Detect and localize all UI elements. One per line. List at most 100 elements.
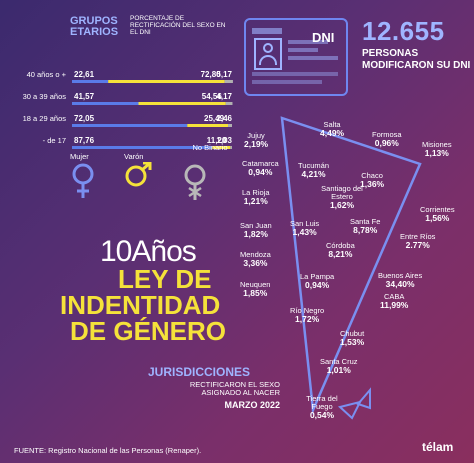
- jurisdiction-name: Chaco: [361, 171, 383, 180]
- bar-data-label: 72,80: [201, 70, 222, 79]
- age-category-label: 30 a 39 años: [23, 92, 67, 101]
- bar-data-label: 87,76: [74, 136, 95, 145]
- bar-segment-no-binario: [224, 80, 233, 83]
- grupos-subtitle: PORCENTAJE DE RECTIFICACIÓN DEL SEXO EN …: [130, 15, 226, 36]
- jurisdiction-name: Santiago del Estero: [321, 184, 363, 201]
- jurisdiction-mendoza: Mendoza 3,36%: [240, 251, 271, 268]
- jurisdiction-formosa: Formosa 0,96%: [372, 131, 402, 148]
- jurisdiction-name: Tierra del Fuego: [306, 394, 338, 411]
- jurisdiction-cordoba: Córdoba 8,21%: [326, 242, 355, 259]
- male-symbol-icon: [125, 162, 152, 187]
- jurisdiction-rio-negro: Río Negro 1,72%: [290, 307, 324, 324]
- hero-line-ley: LEY DE: [118, 264, 212, 294]
- jurisdiction-name: Catamarca: [242, 159, 279, 168]
- jurisdiction-percent: 0,54%: [309, 409, 335, 420]
- jurisdiction-name: Santa Cruz: [320, 357, 358, 366]
- jurisdiction-santa-cruz: Santa Cruz 1,01%: [320, 358, 358, 375]
- jurisdiction-name: Corrientes: [420, 205, 455, 214]
- argentina-triangle-map-icon: [280, 116, 422, 420]
- jurisdiction-percent: 1,53%: [340, 336, 365, 347]
- jurisdiction-name: La Pampa: [300, 272, 335, 281]
- bar-segment-no-binario: [225, 102, 233, 105]
- jurisdiction-caba: CABA 11,99%: [380, 293, 408, 310]
- telam-logo: télam: [422, 440, 454, 454]
- bar-segment-var-n: [138, 102, 226, 105]
- bar-segment-var-n: [108, 80, 225, 83]
- jurisdiction-percent: 0,94%: [305, 279, 330, 290]
- jurisdiction-percent: 1,21%: [243, 195, 268, 206]
- jurisdiction-percent: 0,94%: [248, 166, 273, 177]
- jurisdiction-name: Córdoba: [326, 241, 355, 250]
- dni-photo-icon: [254, 38, 282, 70]
- jurisdiction-percent: 2.77%: [405, 239, 430, 250]
- jurisdiction-name: Río Negro: [290, 306, 325, 315]
- dni-card-icon: [244, 18, 348, 96]
- jurisdictions-title: JURISDICCIONES: [148, 365, 251, 379]
- jurisdiction-name: Mendoza: [240, 250, 271, 259]
- jurisdiction-name: Chubut: [340, 329, 365, 338]
- jurisdiction-percent: 1,85%: [243, 287, 268, 298]
- jurisdictions-subtitle-2: ASIGNADO AL NACER: [201, 388, 281, 397]
- jurisdiction-name: Buenos Aires: [378, 271, 423, 280]
- jurisdiction-santa-fe: Santa Fe 8,78%: [350, 218, 380, 235]
- total-persons-number: 12.655: [362, 16, 445, 46]
- jurisdiction-la-pampa: La Pampa 0,94%: [300, 273, 334, 290]
- jurisdiction-name: Formosa: [372, 130, 402, 139]
- legend-label-nobinario: No Binario: [192, 143, 228, 152]
- bar-segment-mujer: [72, 124, 188, 127]
- nonbinary-symbol-icon: [184, 164, 206, 200]
- jurisdiction-name: Salta: [323, 120, 341, 129]
- jurisdiction-percent: 8,78%: [353, 224, 378, 235]
- footer-source: FUENTE: Registro Nacional de las Persona…: [14, 446, 202, 455]
- jurisdiction-percent: 0,96%: [374, 137, 399, 148]
- jurisdiction-percent: 1,72%: [295, 313, 320, 324]
- hero-line-genero: DE GÉNERO: [70, 316, 227, 346]
- age-category-label: 40 años o +: [27, 70, 67, 79]
- bar-segment-no-binario: [228, 124, 232, 127]
- jurisdiction-percent: 34,40%: [385, 278, 415, 289]
- bar-segment-var-n: [187, 124, 229, 127]
- jurisdiction-percent: 11,99%: [380, 299, 409, 310]
- jurisdiction-name: Jujuy: [247, 131, 265, 140]
- jurisdiction-percent: 4,49%: [320, 127, 345, 138]
- bar-data-label: 54,56: [202, 92, 223, 101]
- jurisdiction-name: San Luis: [290, 219, 320, 228]
- jurisdiction-percent: 1,13%: [424, 147, 449, 158]
- jurisdiction-chubut: Chubut 1,53%: [340, 330, 364, 347]
- jurisdiction-name: La Rioja: [242, 188, 270, 197]
- legend-label-varon: Varón: [124, 152, 144, 161]
- jurisdiction-percent: 1,56%: [425, 212, 450, 223]
- female-symbol-icon: [72, 163, 94, 198]
- total-persons-caption: PERSONAS MODIFICARON SU DNI: [362, 48, 471, 71]
- jurisdiction-neuquen: Neuquen 1,85%: [240, 281, 270, 298]
- age-groups-chart: 40 años o + 22,61 72,805,17 30 a 39 años 41,…: [23, 70, 233, 149]
- jurisdictions-date: MARZO 2022: [224, 400, 280, 410]
- bar-segment-no-binario: [230, 146, 232, 149]
- bar-data-label: 4,17: [216, 92, 232, 101]
- bar-data-label: 72,05: [74, 114, 95, 123]
- jurisdiction-catamarca: Catamarca 0,94%: [242, 160, 279, 177]
- hero-years: 10Años: [100, 235, 197, 268]
- gender-legend: Mujer Varón No Binario: [60, 144, 230, 208]
- jurisdiction-tucuman: Tucumán 4,21%: [298, 162, 329, 179]
- jurisdiction-tierra-del-fuego: Tierra del Fuego 0,54%: [298, 395, 346, 420]
- grupos-title: GRUPOS ETARIOS: [70, 15, 119, 38]
- jurisdiction-la-rioja: La Rioja 1,21%: [242, 189, 270, 206]
- bar-data-label: 22,61: [74, 70, 95, 79]
- jurisdictions-subtitle-1: RECTIFICARON EL SEXO: [189, 380, 280, 389]
- jurisdiction-name: Misiones: [422, 140, 452, 149]
- jurisdiction-name: Neuquen: [240, 280, 271, 289]
- jurisdiction-name: San Juan: [240, 221, 272, 230]
- bar-segment-mujer: [72, 146, 213, 149]
- jurisdiction-entre-rios: Entre Ríos 2.77%: [400, 233, 435, 250]
- jurisdiction-chaco: Chaco 1,36%: [360, 172, 384, 189]
- age-category-label: - de 17: [43, 136, 66, 145]
- jurisdiction-percent: 1,62%: [329, 199, 355, 210]
- bar-data-label: 11,20: [207, 136, 227, 145]
- bar-data-label: 25,49: [204, 114, 225, 123]
- jurisdiction-name: Tucumán: [298, 161, 329, 170]
- bar-data-label: 5,17: [216, 70, 232, 79]
- jurisdiction-jujuy: Jujuy 2,19%: [244, 132, 268, 149]
- bar-segment-mujer: [72, 102, 139, 105]
- hero-line-identidad: INDENTIDAD: [60, 290, 221, 320]
